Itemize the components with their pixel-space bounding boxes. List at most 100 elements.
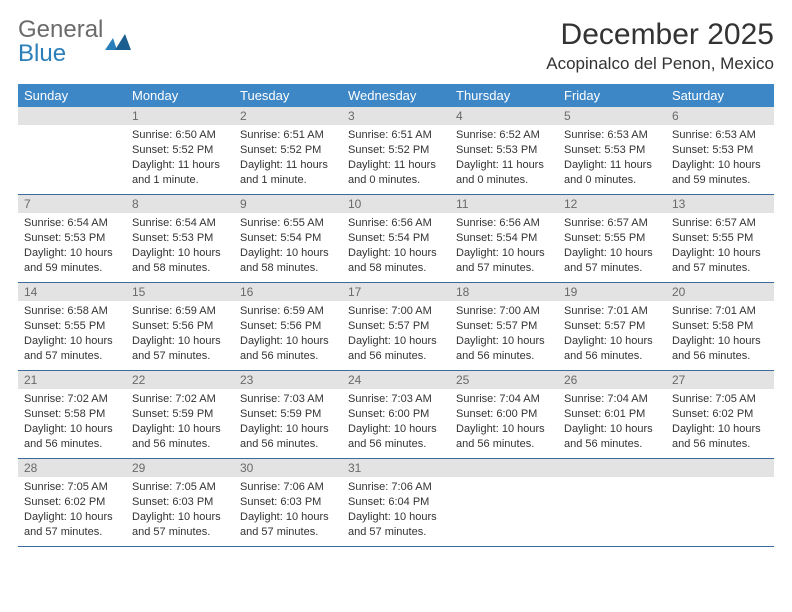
sunset-text: Sunset: 5:55 PM [564,231,660,246]
daylight-text: Daylight: 10 hours and 56 minutes. [672,422,768,452]
day-number: 8 [126,195,234,213]
sunrise-text: Sunrise: 7:04 AM [564,392,660,407]
daylight-text: Daylight: 10 hours and 57 minutes. [456,246,552,276]
daylight-text: Daylight: 10 hours and 56 minutes. [672,334,768,364]
daylight-text: Daylight: 11 hours and 0 minutes. [348,158,444,188]
day-body: Sunrise: 7:02 AMSunset: 5:59 PMDaylight:… [126,389,234,458]
day-body [450,477,558,546]
day-number: 2 [234,107,342,125]
calendar-row: 28Sunrise: 7:05 AMSunset: 6:02 PMDayligh… [18,459,774,547]
calendar-cell: 24Sunrise: 7:03 AMSunset: 6:00 PMDayligh… [342,371,450,459]
sunset-text: Sunset: 6:00 PM [348,407,444,422]
day-body: Sunrise: 6:55 AMSunset: 5:54 PMDaylight:… [234,213,342,282]
day-body: Sunrise: 7:00 AMSunset: 5:57 PMDaylight:… [450,301,558,370]
weekday-header-row: SundayMondayTuesdayWednesdayThursdayFrid… [18,84,774,107]
sunrise-text: Sunrise: 7:04 AM [456,392,552,407]
sunset-text: Sunset: 5:56 PM [240,319,336,334]
day-number: 1 [126,107,234,125]
day-number: 17 [342,283,450,301]
weekday-header: Sunday [18,84,126,107]
sunrise-text: Sunrise: 6:52 AM [456,128,552,143]
daylight-text: Daylight: 11 hours and 1 minute. [132,158,228,188]
day-body: Sunrise: 7:00 AMSunset: 5:57 PMDaylight:… [342,301,450,370]
weekday-header: Tuesday [234,84,342,107]
day-number: 16 [234,283,342,301]
day-body [666,477,774,546]
daylight-text: Daylight: 10 hours and 57 minutes. [24,510,120,540]
day-number: 29 [126,459,234,477]
day-body: Sunrise: 7:04 AMSunset: 6:00 PMDaylight:… [450,389,558,458]
day-body: Sunrise: 6:54 AMSunset: 5:53 PMDaylight:… [126,213,234,282]
weekday-header: Friday [558,84,666,107]
calendar-cell: 28Sunrise: 7:05 AMSunset: 6:02 PMDayligh… [18,459,126,547]
day-number: 9 [234,195,342,213]
calendar-cell: 1 Sunrise: 6:50 AMSunset: 5:52 PMDaylight… [126,107,234,195]
day-body: Sunrise: 6:59 AMSunset: 5:56 PMDaylight:… [126,301,234,370]
calendar-cell: 29Sunrise: 7:05 AMSunset: 6:03 PMDayligh… [126,459,234,547]
calendar-cell: 10Sunrise: 6:56 AMSunset: 5:54 PMDayligh… [342,195,450,283]
sunset-text: Sunset: 5:57 PM [456,319,552,334]
daylight-text: Daylight: 11 hours and 0 minutes. [456,158,552,188]
daylight-text: Daylight: 10 hours and 57 minutes. [564,246,660,276]
sunset-text: Sunset: 6:03 PM [240,495,336,510]
day-body: Sunrise: 7:06 AMSunset: 6:03 PMDaylight:… [234,477,342,546]
sunrise-text: Sunrise: 7:01 AM [672,304,768,319]
day-body: Sunrise: 6:53 AMSunset: 5:53 PMDaylight:… [558,125,666,194]
day-number: 22 [126,371,234,389]
day-number: 5 [558,107,666,125]
logo-word-general: General [18,16,103,43]
sunset-text: Sunset: 5:53 PM [456,143,552,158]
day-number [558,459,666,477]
title-block: December 2025 Acopinalco del Penon, Mexi… [546,18,774,74]
sunrise-text: Sunrise: 6:51 AM [348,128,444,143]
weekday-header: Wednesday [342,84,450,107]
daylight-text: Daylight: 10 hours and 57 minutes. [348,510,444,540]
day-body [558,477,666,546]
day-body: Sunrise: 7:03 AMSunset: 5:59 PMDaylight:… [234,389,342,458]
day-number: 24 [342,371,450,389]
sunrise-text: Sunrise: 7:03 AM [240,392,336,407]
calendar-cell: 22Sunrise: 7:02 AMSunset: 5:59 PMDayligh… [126,371,234,459]
sunset-text: Sunset: 5:52 PM [132,143,228,158]
weekday-header: Monday [126,84,234,107]
weekday-header: Thursday [450,84,558,107]
calendar-cell: 14Sunrise: 6:58 AMSunset: 5:55 PMDayligh… [18,283,126,371]
sunrise-text: Sunrise: 6:57 AM [672,216,768,231]
day-body [18,125,126,194]
day-number: 12 [558,195,666,213]
sunrise-text: Sunrise: 7:06 AM [348,480,444,495]
sunrise-text: Sunrise: 7:00 AM [456,304,552,319]
day-number: 30 [234,459,342,477]
sunset-text: Sunset: 5:53 PM [24,231,120,246]
day-body: Sunrise: 7:05 AMSunset: 6:02 PMDaylight:… [666,389,774,458]
calendar-row: 21Sunrise: 7:02 AMSunset: 5:58 PMDayligh… [18,371,774,459]
daylight-text: Daylight: 10 hours and 59 minutes. [24,246,120,276]
sunset-text: Sunset: 5:52 PM [348,143,444,158]
sunset-text: Sunset: 6:00 PM [456,407,552,422]
sunrise-text: Sunrise: 7:00 AM [348,304,444,319]
day-number: 18 [450,283,558,301]
calendar-cell: 2Sunrise: 6:51 AMSunset: 5:52 PMDaylight… [234,107,342,195]
page-title: December 2025 [546,18,774,52]
daylight-text: Daylight: 10 hours and 56 minutes. [348,334,444,364]
sunset-text: Sunset: 5:53 PM [132,231,228,246]
calendar-cell: 30Sunrise: 7:06 AMSunset: 6:03 PMDayligh… [234,459,342,547]
daylight-text: Daylight: 11 hours and 1 minute. [240,158,336,188]
day-body: Sunrise: 6:57 AMSunset: 5:55 PMDaylight:… [666,213,774,282]
sunrise-text: Sunrise: 6:50 AM [132,128,228,143]
day-body: Sunrise: 7:05 AMSunset: 6:02 PMDaylight:… [18,477,126,546]
calendar-cell: 16Sunrise: 6:59 AMSunset: 5:56 PMDayligh… [234,283,342,371]
sunrise-text: Sunrise: 6:59 AM [240,304,336,319]
sunset-text: Sunset: 5:57 PM [348,319,444,334]
day-number: 14 [18,283,126,301]
sunset-text: Sunset: 5:53 PM [564,143,660,158]
sunrise-text: Sunrise: 7:02 AM [132,392,228,407]
sunset-text: Sunset: 5:54 PM [240,231,336,246]
day-number: 27 [666,371,774,389]
day-body: Sunrise: 6:52 AMSunset: 5:53 PMDaylight:… [450,125,558,194]
day-number [666,459,774,477]
logo-mark-icon [105,32,131,52]
calendar-cell: 5Sunrise: 6:53 AMSunset: 5:53 PMDaylight… [558,107,666,195]
day-body: Sunrise: 7:03 AMSunset: 6:00 PMDaylight:… [342,389,450,458]
sunrise-text: Sunrise: 6:53 AM [564,128,660,143]
